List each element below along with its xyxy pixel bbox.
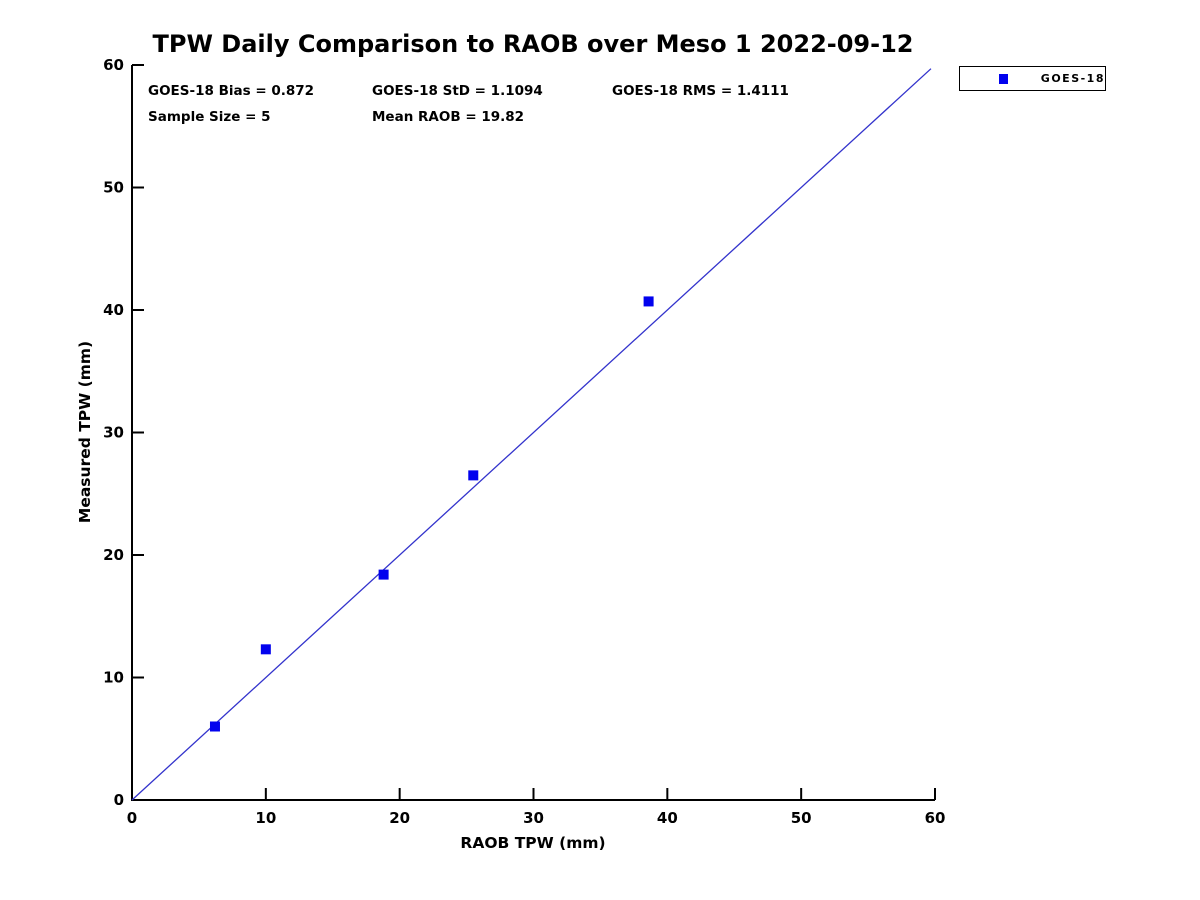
chart-title: TPW Daily Comparison to RAOB over Meso 1… [152,30,913,58]
legend-marker-square-icon [999,73,1008,84]
x-tick-label: 40 [657,809,678,827]
data-point-marker [209,721,220,732]
stat-sample-size: Sample Size = 5 [148,109,271,125]
y-axis-label: Measured TPW (mm) [76,341,94,523]
x-tick-label: 60 [925,809,946,827]
legend-label: GOES-18 [1040,72,1105,85]
one-to-one-line [131,68,932,801]
y-tick-label: 0 [114,791,124,809]
data-point-marker [260,644,271,655]
y-tick-label: 50 [103,179,124,197]
y-tick-label: 10 [103,669,124,687]
y-tick-label: 30 [103,424,124,442]
stat-mean-raob: Mean RAOB = 19.82 [372,109,524,125]
x-axis-label: RAOB TPW (mm) [460,834,605,852]
x-tick-label: 30 [523,809,544,827]
data-point-marker [378,569,389,580]
y-tick-label: 60 [103,56,124,74]
legend-box: GOES-18 [959,66,1106,91]
x-tick-label: 0 [127,809,137,827]
data-series-goes18 [131,68,932,801]
x-tick-label: 10 [255,809,276,827]
data-point-marker [643,296,654,307]
y-tick-label: 20 [103,546,124,564]
y-tick-label: 40 [103,301,124,319]
axes-layer: 0 10 20 30 40 50 60 0 10 20 30 40 50 60 [103,56,945,827]
x-tick-label: 50 [791,809,812,827]
stat-std: GOES-18 StD = 1.1094 [372,83,543,99]
stat-bias: GOES-18 Bias = 0.872 [148,83,314,99]
data-point-marker [468,470,479,481]
x-tick-label: 20 [389,809,410,827]
stat-rms: GOES-18 RMS = 1.4111 [612,83,789,99]
